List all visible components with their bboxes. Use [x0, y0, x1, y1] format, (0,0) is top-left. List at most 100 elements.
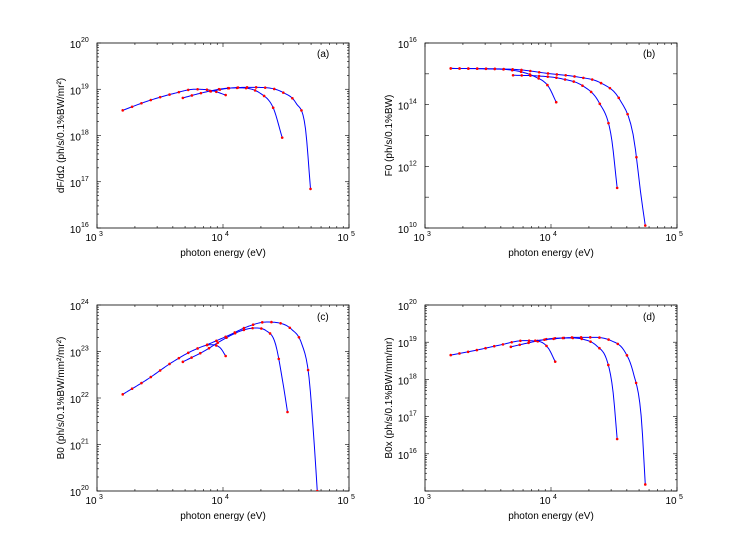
- plot-area: [121, 320, 319, 491]
- data-point: [520, 74, 524, 77]
- plot-area: [449, 67, 647, 227]
- data-point: [546, 75, 550, 78]
- data-point: [315, 489, 319, 491]
- data-point: [196, 347, 199, 350]
- data-point: [543, 338, 546, 342]
- data-point: [263, 86, 267, 89]
- data-point: [300, 109, 303, 112]
- data-point: [599, 81, 603, 85]
- data-point: [554, 100, 558, 104]
- data-point: [268, 332, 272, 335]
- data-point: [552, 337, 555, 341]
- data-point: [607, 363, 610, 367]
- data-point: [616, 342, 620, 346]
- data-point: [588, 336, 592, 339]
- y-tick-exponent: 23: [81, 346, 89, 353]
- y-tick-label: 10: [398, 225, 410, 236]
- panel-label: (d): [643, 312, 655, 323]
- data-point: [511, 68, 514, 71]
- data-point: [277, 357, 281, 361]
- data-point: [291, 96, 294, 100]
- x-tick-exponent: 4: [225, 494, 229, 501]
- data-point: [607, 338, 610, 341]
- x-tick-label: 10: [211, 496, 223, 507]
- data-point: [140, 381, 143, 385]
- y-tick-exponent: 18: [81, 130, 89, 137]
- data-point: [233, 331, 237, 334]
- y-tick-exponent: 16: [409, 448, 417, 455]
- series-line: [450, 67, 557, 103]
- data-point: [634, 381, 638, 385]
- data-point: [279, 322, 282, 325]
- y-tick-exponent: 10: [409, 222, 417, 229]
- x-tick-label: 10: [665, 496, 677, 507]
- x-tick-label: 10: [539, 233, 551, 244]
- plot-area: [121, 86, 312, 191]
- y-tick-exponent: 20: [409, 299, 417, 306]
- series-line: [450, 67, 646, 226]
- series-line: [210, 86, 312, 189]
- data-point: [555, 76, 558, 80]
- panel-label: (c): [317, 312, 329, 323]
- data-point: [484, 346, 487, 350]
- x-tick-exponent: 5: [351, 231, 355, 238]
- x-tick-exponent: 5: [351, 494, 355, 501]
- data-point: [598, 102, 602, 106]
- y-tick-label: 10: [70, 225, 82, 236]
- data-point: [511, 73, 515, 77]
- data-point: [475, 348, 479, 352]
- x-tick-exponent: 3: [99, 494, 103, 501]
- data-point: [280, 136, 284, 139]
- x-tick-label: 10: [85, 496, 97, 507]
- data-point: [205, 88, 209, 91]
- y-axis-label: B0 (ph/s/0.1%BW/mm²/mr²): [56, 337, 67, 460]
- panel-label: (b): [643, 49, 655, 60]
- data-point: [242, 328, 246, 332]
- y-tick-label: 10: [70, 86, 82, 97]
- data-point: [198, 351, 202, 355]
- plot-area: [449, 336, 647, 486]
- data-point: [199, 91, 203, 95]
- y-tick-label: 10: [70, 488, 82, 499]
- data-point: [561, 336, 565, 340]
- data-point: [625, 354, 629, 357]
- data-point: [519, 339, 522, 343]
- axes-box: [424, 42, 678, 229]
- y-tick-exponent: 22: [81, 392, 89, 399]
- x-tick-label: 10: [337, 496, 349, 507]
- x-tick-exponent: 3: [427, 494, 431, 501]
- data-point: [617, 96, 621, 100]
- data-point: [589, 340, 592, 343]
- x-tick-exponent: 3: [99, 231, 103, 238]
- y-tick-label: 10: [398, 376, 410, 387]
- x-tick-label: 10: [539, 496, 551, 507]
- data-point: [563, 78, 567, 81]
- data-point: [288, 326, 292, 330]
- data-point: [467, 67, 470, 70]
- data-point: [186, 88, 190, 92]
- data-point: [216, 341, 220, 345]
- series-line: [510, 337, 618, 440]
- data-point: [570, 336, 574, 339]
- data-point: [493, 67, 497, 71]
- data-point: [158, 369, 162, 372]
- data-point: [615, 186, 619, 190]
- data-point: [140, 101, 143, 105]
- data-point: [286, 410, 289, 414]
- data-point: [449, 353, 453, 357]
- data-point: [492, 344, 496, 348]
- data-point: [590, 78, 594, 81]
- data-point: [251, 323, 255, 326]
- y-tick-label: 10: [398, 302, 410, 313]
- data-point: [635, 155, 638, 159]
- data-point: [589, 90, 593, 94]
- data-point: [458, 67, 461, 70]
- data-point: [484, 67, 488, 70]
- data-point: [181, 360, 185, 364]
- data-point: [251, 326, 254, 330]
- y-axis-label: dF/dΩ (ph/s/0.1%BW/mr²): [56, 78, 67, 193]
- data-point: [475, 67, 479, 70]
- data-point: [149, 98, 153, 102]
- x-tick-label: 10: [337, 233, 349, 244]
